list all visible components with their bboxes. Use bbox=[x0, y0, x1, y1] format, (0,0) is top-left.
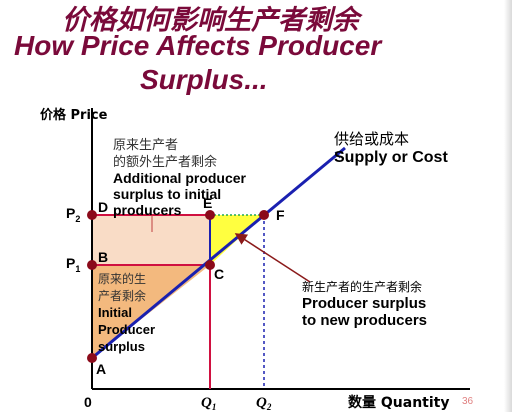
label-b: B bbox=[98, 249, 108, 265]
label-f: F bbox=[276, 207, 285, 223]
additional-surplus-cn-2: 的额外生产者剩余 bbox=[113, 154, 217, 170]
label-d: D bbox=[98, 199, 108, 215]
additional-producer-surplus-region bbox=[92, 215, 210, 265]
point-e bbox=[205, 210, 215, 220]
additional-surplus-cn-1: 原来生产者 bbox=[113, 138, 178, 153]
origin-label: 0 bbox=[84, 394, 92, 410]
supply-curve bbox=[91, 146, 346, 360]
q1-tick-label: Q1 bbox=[201, 395, 216, 412]
point-f bbox=[259, 210, 269, 220]
p1-tick-label: P1 bbox=[66, 255, 80, 274]
slide-edge-shadow bbox=[504, 0, 512, 412]
point-b bbox=[87, 260, 97, 270]
label-c: C bbox=[214, 266, 224, 282]
label-a: A bbox=[96, 361, 106, 377]
new-surplus-en-2: to new producers bbox=[302, 312, 427, 329]
slide-title-english-line1: How Price Affects Producer bbox=[14, 30, 382, 61]
q2-tick-label: Q2 bbox=[256, 395, 272, 412]
point-c bbox=[205, 260, 215, 270]
slide-title-chinese: 价格如何影响生产者剩余 bbox=[62, 5, 359, 36]
additional-surplus-en-2: surplus to initial bbox=[113, 186, 221, 202]
x-axis-label: 数量 Quantity bbox=[348, 394, 449, 411]
label-e: E bbox=[203, 195, 212, 211]
p2-tick-label: P2 bbox=[66, 205, 80, 224]
y-axis-label: 价格 Price bbox=[40, 107, 108, 123]
supply-label-arrow bbox=[334, 151, 341, 159]
supply-label-cn: 供给或成本 bbox=[334, 130, 409, 148]
new-surplus-cn: 新生产者的生产者剩余 bbox=[302, 279, 422, 294]
initial-surplus-en-2: Producer bbox=[98, 322, 155, 337]
new-surplus-arrow bbox=[234, 233, 311, 283]
additional-surplus-en-3: producers bbox=[113, 202, 182, 218]
point-a bbox=[87, 353, 97, 363]
additional-surplus-en-1: Additional producer bbox=[113, 170, 247, 186]
initial-surplus-cn-1: 原来的生 bbox=[98, 271, 146, 286]
new-surplus-en-1: Producer surplus bbox=[302, 295, 426, 312]
supply-label-en: Supply or Cost bbox=[334, 149, 448, 166]
initial-surplus-en-3: surplus bbox=[98, 339, 145, 354]
slide-title-english-line2: Surplus... bbox=[140, 64, 268, 95]
initial-surplus-cn-2: 产者剩余 bbox=[98, 288, 146, 303]
initial-surplus-en-1: Initial bbox=[98, 305, 132, 320]
page-number: 36 bbox=[462, 396, 474, 407]
point-d bbox=[87, 210, 97, 220]
